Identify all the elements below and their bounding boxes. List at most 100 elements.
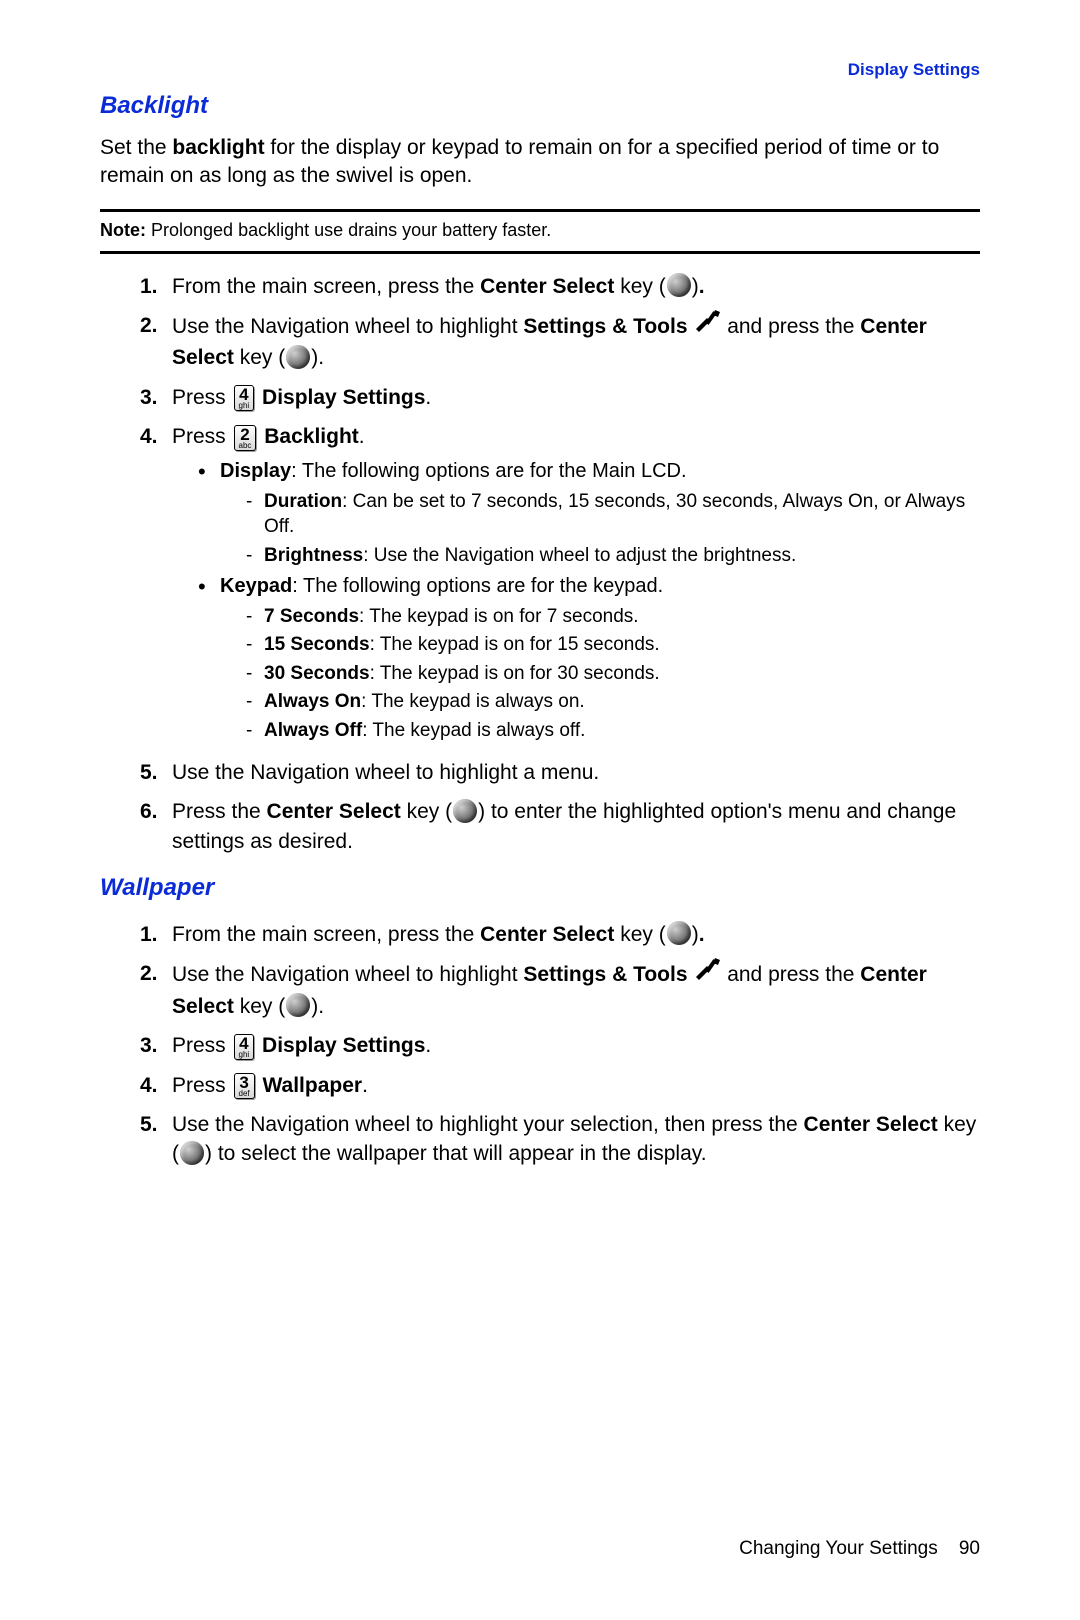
- step-number: 1.: [140, 272, 172, 301]
- step-body: From the main screen, press the Center S…: [172, 272, 980, 301]
- text: Press: [172, 425, 232, 448]
- step-body: Press 4ghi Display Settings.: [172, 383, 980, 412]
- dash-item: 15 Seconds: The keypad is on for 15 seco…: [246, 632, 980, 658]
- text: key (: [234, 995, 285, 1018]
- text-bold: .: [699, 275, 705, 298]
- note: Note: Prolonged backlight use drains you…: [100, 220, 980, 241]
- step-body: Use the Navigation wheel to highlight a …: [172, 758, 980, 787]
- settings-tools-icon: [693, 309, 721, 341]
- text: Press: [172, 1074, 232, 1097]
- text: .: [362, 1074, 368, 1097]
- step-number: 1.: [140, 920, 172, 949]
- bullet-item: Keypad: The following options are for th…: [198, 573, 980, 744]
- text: Press: [172, 1034, 232, 1057]
- text: : Use the Navigation wheel to adjust the…: [363, 545, 796, 566]
- header-section-link: Display Settings: [100, 60, 980, 80]
- text: key (: [234, 346, 285, 369]
- text-bold: Always On: [264, 691, 361, 712]
- text: and press the: [727, 963, 860, 986]
- step-body: Use the Navigation wheel to highlight Se…: [172, 311, 980, 373]
- dash-item: Brightness: Use the Navigation wheel to …: [246, 543, 980, 569]
- step-body: Use the Navigation wheel to highlight yo…: [172, 1110, 980, 1169]
- step-number: 6.: [140, 797, 172, 856]
- dash-item: 30 Seconds: The keypad is on for 30 seco…: [246, 661, 980, 687]
- text: Set the: [100, 136, 172, 159]
- text: : The keypad is on for 15 seconds.: [370, 634, 660, 655]
- text-bold: Center Select: [804, 1113, 938, 1136]
- backlight-intro: Set the backlight for the display or key…: [100, 134, 980, 191]
- dash-item: Always On: The keypad is always on.: [246, 689, 980, 715]
- center-select-icon: [286, 345, 310, 369]
- text: : The keypad is always off.: [362, 720, 585, 741]
- dash-item: 7 Seconds: The keypad is on for 7 second…: [246, 604, 980, 630]
- text-bold: Display: [220, 460, 291, 482]
- page-footer: Changing Your Settings 90: [739, 1538, 980, 1560]
- page-number: 90: [959, 1538, 980, 1559]
- text: : Can be set to 7 seconds, 15 seconds, 3…: [264, 491, 965, 538]
- step-number: 2.: [140, 959, 172, 1021]
- text-bold: backlight: [172, 136, 264, 159]
- keypad-3-icon: 3def: [234, 1073, 255, 1099]
- text-bold: Brightness: [264, 545, 363, 566]
- text: : The keypad is on for 7 seconds.: [359, 606, 639, 627]
- text-bold: Center Select: [480, 275, 614, 298]
- text-bold: Keypad: [220, 575, 292, 597]
- text: : The following options are for the keyp…: [292, 575, 663, 597]
- text: ): [692, 275, 699, 298]
- step-body: Press 4ghi Display Settings.: [172, 1031, 980, 1060]
- keypad-4-icon: 4ghi: [234, 385, 255, 411]
- keypad-2-icon: 2abc: [234, 425, 257, 451]
- dash-item: Duration: Can be set to 7 seconds, 15 se…: [246, 489, 980, 540]
- footer-text: Changing Your Settings: [739, 1538, 938, 1559]
- text-bold: Wallpaper: [257, 1074, 362, 1097]
- text: Press the: [172, 800, 267, 823]
- text: From the main screen, press the: [172, 275, 480, 298]
- wallpaper-steps: 1. From the main screen, press the Cente…: [140, 920, 980, 1169]
- bullet-item: Display: The following options are for t…: [198, 458, 980, 569]
- text: : The following options are for the Main…: [291, 460, 686, 482]
- step-number: 5.: [140, 758, 172, 787]
- text: Use the Navigation wheel to highlight yo…: [172, 1113, 804, 1136]
- text: .: [425, 386, 431, 409]
- center-select-icon: [667, 273, 691, 297]
- note-label: Note:: [100, 220, 146, 240]
- text: Use the Navigation wheel to highlight: [172, 963, 523, 986]
- section-title-backlight: Backlight: [100, 92, 980, 120]
- divider: [100, 209, 980, 212]
- step-number: 5.: [140, 1110, 172, 1169]
- text: Use the Navigation wheel to highlight: [172, 315, 523, 338]
- step-body: Press 2abc Backlight. Display: The follo…: [172, 422, 980, 748]
- text-bold: Center Select: [480, 923, 614, 946]
- text-bold: Backlight: [258, 425, 358, 448]
- step-body: Press the Center Select key () to enter …: [172, 797, 980, 856]
- text: : The keypad is on for 30 seconds.: [370, 663, 660, 684]
- step-body: Use the Navigation wheel to highlight Se…: [172, 959, 980, 1021]
- backlight-steps: 1. From the main screen, press the Cente…: [140, 272, 980, 856]
- text: ): [692, 923, 699, 946]
- text: key (: [614, 275, 665, 298]
- center-select-icon: [286, 993, 310, 1017]
- text: : The keypad is always on.: [361, 691, 585, 712]
- text-bold: Display Settings: [256, 386, 425, 409]
- text-bold: 30 Seconds: [264, 663, 370, 684]
- text-bold: Duration: [264, 491, 342, 512]
- text: .: [359, 425, 365, 448]
- text: ).: [311, 346, 324, 369]
- text: .: [425, 1034, 431, 1057]
- text-bold: Settings & Tools: [523, 315, 687, 338]
- step-number: 4.: [140, 422, 172, 748]
- center-select-icon: [180, 1141, 204, 1165]
- text: key (: [401, 800, 452, 823]
- step-body: Press 3def Wallpaper.: [172, 1071, 980, 1100]
- text-bold: .: [699, 923, 705, 946]
- text: ).: [311, 995, 324, 1018]
- center-select-icon: [667, 921, 691, 945]
- step-number: 3.: [140, 383, 172, 412]
- text-bold: 7 Seconds: [264, 606, 359, 627]
- step-number: 4.: [140, 1071, 172, 1100]
- text-bold: Center Select: [267, 800, 401, 823]
- keypad-4-icon: 4ghi: [234, 1034, 255, 1060]
- text-bold: 15 Seconds: [264, 634, 370, 655]
- divider: [100, 251, 980, 254]
- text-bold: Display Settings: [256, 1034, 425, 1057]
